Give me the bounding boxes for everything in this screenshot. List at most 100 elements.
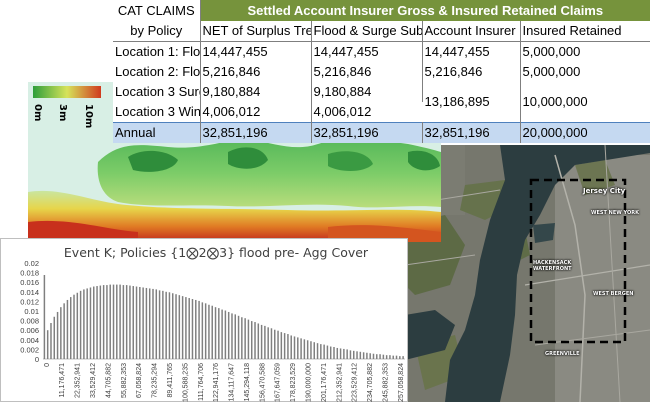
x-tick-label: 122,941,176 <box>213 363 220 402</box>
x-tick-label: 111,764,706 <box>198 363 205 401</box>
column-header: Flood & Surge Sub-Limit <box>311 21 423 42</box>
table-cell: 14,447,455 <box>422 41 521 62</box>
histogram-bar <box>336 347 339 359</box>
x-tick-label: 55,882,353 <box>121 363 128 398</box>
column-header: NET of Surplus Treaty <box>200 21 312 42</box>
table-row: Location 3 Surge 9,180,884 9,180,884 13,… <box>113 82 650 123</box>
study-area-outline <box>529 178 627 344</box>
x-tick-label: 223,529,412 <box>352 363 359 402</box>
histogram-bar <box>254 322 256 359</box>
histogram-bar <box>142 287 144 359</box>
table-cell: 5,000,000 <box>522 64 581 79</box>
histogram-bar <box>198 300 200 359</box>
histogram-bar <box>86 288 88 359</box>
histogram-bar <box>43 275 46 359</box>
histogram-bar <box>73 294 75 359</box>
histogram-bar <box>185 297 187 359</box>
table-cell: 5,216,846 <box>200 62 312 82</box>
histogram-bar <box>264 325 266 359</box>
row-label: Location 2: Flood <box>113 62 201 82</box>
chart-plot: 00.0020.0040.0060.0080.010.0120.0140.016… <box>20 259 405 402</box>
histogram-bar <box>125 285 128 359</box>
histogram-bar <box>339 348 342 359</box>
table-corner-subtitle: by Policy <box>113 21 201 42</box>
map-label: HACKENSACK WATERFRONT <box>533 260 572 272</box>
x-tick-label: 11,176,471 <box>59 363 66 398</box>
histogram-bar <box>89 287 92 359</box>
histogram-bar <box>366 352 368 359</box>
histogram-bar <box>119 284 121 359</box>
histogram-bar <box>211 305 213 359</box>
histogram-bar <box>152 288 154 359</box>
histogram-bar <box>93 286 95 359</box>
histogram-bar <box>395 355 398 359</box>
histogram-bar <box>313 342 315 359</box>
heatmap-scale-label: 10m <box>83 104 94 129</box>
table-cell: 32,851,196 <box>422 122 521 143</box>
histogram-bar <box>376 354 378 359</box>
histogram-bar <box>148 288 151 359</box>
table-cell: 4,006,012 <box>313 104 372 119</box>
histogram-bar <box>158 290 161 359</box>
y-tick-label: 0.008 <box>20 317 39 326</box>
histogram-bar <box>155 289 158 359</box>
histogram-bar <box>280 332 283 359</box>
y-tick-label: 0.016 <box>20 278 39 287</box>
table-cell: 9,180,884 <box>311 82 423 102</box>
histogram-bar <box>181 296 184 359</box>
histogram-bar <box>112 284 115 359</box>
y-tick-label: 0.02 <box>24 259 39 268</box>
histogram-bar <box>306 340 309 359</box>
x-tick-label: 167,647,059 <box>275 363 282 402</box>
map-imagery <box>405 145 650 402</box>
histogram-bar <box>227 311 230 359</box>
table-cell: 20,000,000 <box>520 122 650 143</box>
row-label: Location 3 Surge <box>113 82 201 102</box>
histogram-bar <box>204 303 207 359</box>
x-tick-label: 201,176,471 <box>321 363 328 402</box>
heatmap-scale-bar <box>33 86 101 98</box>
histogram-bar <box>165 291 167 359</box>
cat-claims-table: CAT CLAIMS Settled Account Insurer Gross… <box>113 0 650 143</box>
histogram-bar <box>369 353 371 359</box>
histogram-bar <box>257 323 260 359</box>
histogram-bar <box>46 330 49 359</box>
table-row: Location 3 Wind 4,006,012 4,006,012 <box>113 102 650 123</box>
histogram-bar <box>293 336 296 359</box>
histogram-bar <box>290 335 292 359</box>
histogram-bar <box>132 286 134 359</box>
histogram-bar <box>349 350 352 359</box>
histogram-bar <box>201 302 204 359</box>
histogram-bar <box>287 334 289 359</box>
table-row: Location 1: Flood 14,447,455 14,447,455 … <box>113 41 650 62</box>
x-tick-label: 22,352,941 <box>75 363 82 398</box>
x-tick-label: 78,235,294 <box>152 363 159 398</box>
map-label: WEST BERGEN <box>593 291 634 297</box>
histogram-bar <box>356 351 358 359</box>
table-corner-title: CAT CLAIMS <box>113 0 201 21</box>
histogram-bar <box>277 330 279 359</box>
x-tick-label: 44,705,882 <box>105 363 112 398</box>
y-tick-label: 0.01 <box>24 307 39 316</box>
row-label: Location 1: Flood <box>113 41 201 62</box>
histogram-bar <box>175 294 177 359</box>
x-tick-label: 0 <box>44 363 51 367</box>
row-label: Annual <box>113 122 201 143</box>
y-tick-label: 0.002 <box>20 345 39 354</box>
histogram-bar <box>231 313 233 359</box>
histogram-bar <box>346 349 348 359</box>
table-cell: 13,186,895 <box>422 82 521 123</box>
y-tick-label: 0.004 <box>20 336 39 345</box>
x-tick-label: 134,117,647 <box>229 363 236 402</box>
histogram-bar <box>402 356 404 359</box>
table-total-row: Annual 32,851,196 32,851,196 32,851,196 … <box>113 122 650 143</box>
histogram-bar <box>267 327 269 359</box>
histogram-bar <box>145 287 148 359</box>
x-tick-label: 234,705,882 <box>367 363 374 402</box>
histogram-bar <box>172 293 174 359</box>
x-tick-label: 100,588,235 <box>182 363 189 402</box>
loss-distribution-chart: Event K; Policies {1⨂2⨂3} flood pre- Agg… <box>0 238 408 402</box>
x-tick-label: 89,411,765 <box>167 363 174 398</box>
histogram-bar <box>56 311 59 359</box>
table-cell: 10,000,000 <box>522 94 588 109</box>
